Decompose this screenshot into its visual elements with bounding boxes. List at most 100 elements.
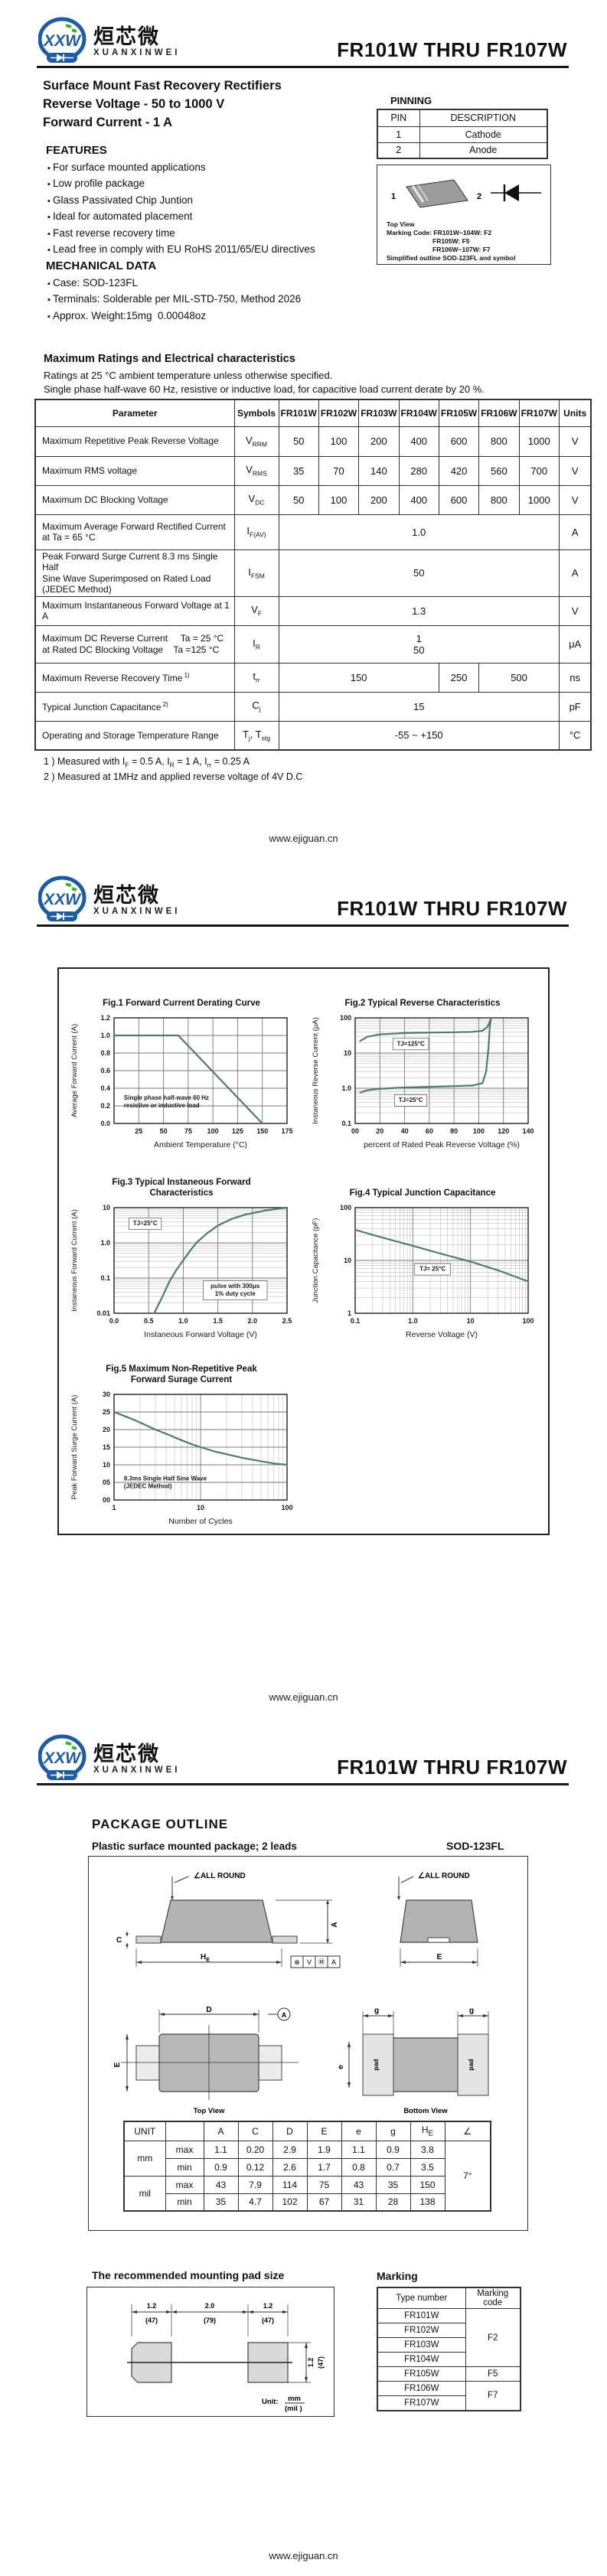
page-title: FR101W THRU FR107W — [337, 1756, 567, 1779]
figure-chart: 00 20 40 60 80 100 120 140 0.1 1.0 10 100 TJ=125°C TJ… — [312, 1014, 534, 1149]
table-cell: F5 — [465, 2366, 521, 2382]
table-header-cell: Type number — [377, 2287, 466, 2309]
mechanical-list: Case: SOD-123FL Terminals: Solderable pe… — [47, 276, 301, 324]
table-header-cell: PIN — [377, 109, 420, 127]
table-row: Operating and Storage Temperature Range T… — [34, 720, 592, 751]
package-symbol-box: 1 2 Top View Marking Code: FR101W~104W: … — [377, 165, 551, 265]
unit-cell: V — [558, 595, 592, 626]
feature-item: Low profile package — [47, 176, 315, 192]
parameter-cell: Maximum DC Reverse Current Ta = 25 °C at … — [34, 624, 235, 664]
table-row: Maximum Reverse Recovery Time 1) trr 150 25… — [34, 662, 592, 693]
mechanical-item: Approx. Weight:15mg 0.00048oz — [47, 308, 301, 324]
brand-logo: XXW 烜芯微 XUANXINWEI — [38, 1734, 180, 1783]
svg-text:XXW: XXW — [43, 891, 82, 908]
svg-text:Instaneous Reverse Current (μA: Instaneous Reverse Current (μA) — [312, 1017, 320, 1124]
value-cell: 560 — [478, 455, 520, 486]
unit-cell: μA — [558, 624, 592, 664]
marking-heading: Marking — [377, 2270, 418, 2282]
table-header-cell: e — [341, 2121, 377, 2141]
tolerance-frame: ⊕ V Ⓜ A — [290, 1955, 341, 1968]
figure-chart: 1 10 100 00 05 10 15 20 25 30 8.3ms Single Half Si… — [70, 1391, 293, 1526]
figure-chart: 25 50 75 100 125 150 175 0.0 0.2 0.4 0.6 0.8 1.0 1.2 S… — [70, 1014, 293, 1149]
svg-text:Unit:: Unit: — [262, 2398, 279, 2406]
value-cell: 100 — [318, 484, 360, 515]
table-header-cell: HE — [410, 2121, 445, 2141]
table-cell: 0.12 — [237, 2157, 273, 2177]
footer-url[interactable]: www.ejiguan.cn — [269, 1691, 338, 1703]
parameter-cell: Peak Forward Surge Current 8.3 ms Single… — [34, 549, 235, 597]
svg-text:1: 1 — [112, 1504, 116, 1511]
svg-text:1.0: 1.0 — [178, 1317, 188, 1325]
svg-text:1.0: 1.0 — [408, 1317, 418, 1325]
value-cell: 1.3 — [278, 595, 560, 626]
svg-text:10: 10 — [344, 1257, 351, 1264]
svg-text:10: 10 — [103, 1204, 110, 1211]
svg-text:∠ALL ROUND: ∠ALL ROUND — [418, 1872, 470, 1880]
value-cell: 800 — [478, 484, 520, 515]
logo-icon: XXW — [38, 1734, 86, 1780]
figure-4-title: Fig.4 Typical Junction Capacitance — [349, 1189, 496, 1198]
svg-text:100: 100 — [473, 1127, 485, 1135]
footer-url[interactable]: www.ejiguan.cn — [269, 833, 338, 844]
table-header-cell: FR105W — [438, 399, 480, 427]
value-cell: 150 — [278, 662, 439, 693]
svg-text:A: A — [282, 2011, 287, 2019]
table-header-cell: FR103W — [358, 399, 400, 427]
unit-cell: A — [558, 514, 592, 550]
package-note-line: Top View — [387, 220, 415, 228]
table-cell: FR105W — [377, 2366, 466, 2382]
figure-chart: 0.1 1.0 10 100 1 10 100 TJ= 25°C Reverse Voltage… — [312, 1204, 534, 1339]
table-cell: 7° — [444, 2140, 491, 2212]
svg-text:1.0: 1.0 — [100, 1239, 110, 1247]
svg-text:TJ=25°C: TJ=25°C — [133, 1220, 158, 1227]
package-note: Top View Marking Code: FR101W~104W: F2 F… — [387, 220, 515, 262]
table-cell: 0.9 — [375, 2140, 411, 2159]
svg-text:⊕: ⊕ — [294, 1958, 300, 1966]
table-cell: 0.7 — [375, 2157, 411, 2177]
svg-text:0.01: 0.01 — [96, 1309, 110, 1317]
unit-cell: V — [558, 426, 592, 457]
svg-text:00: 00 — [103, 1496, 110, 1504]
unit-cell: V — [558, 455, 592, 486]
table-header-cell — [165, 2121, 204, 2141]
value-cell: 100 — [318, 426, 360, 457]
svg-text:1.0: 1.0 — [341, 1084, 351, 1092]
table-header-cell: FR107W — [518, 399, 560, 427]
table-cell: min — [165, 2157, 204, 2177]
note-line: 1 ) Measured with IF = 0.5 A, IR = 1 A, … — [44, 756, 250, 769]
table-row: Typical Junction Capacitance 2) Cj 15 pF — [34, 691, 592, 722]
figure-4: Fig.4 Typical Junction Capacitance 0.1 1.0… — [308, 1176, 537, 1354]
subtitle-line: Forward Current - 1 A — [43, 116, 172, 129]
brand-logo: XXW 烜芯微 XUANXINWEI — [38, 17, 180, 66]
svg-text:20: 20 — [376, 1127, 383, 1135]
table-cell: 1.1 — [203, 2140, 239, 2159]
table-cell: mm — [123, 2140, 166, 2177]
svg-text:Average Forward Current (A): Average Forward Current (A) — [70, 1024, 79, 1117]
svg-text:140: 140 — [522, 1127, 534, 1135]
footer-url[interactable]: www.ejiguan.cn — [269, 2550, 338, 2561]
svg-text:E: E — [113, 2062, 122, 2067]
svg-text:∠ALL ROUND: ∠ALL ROUND — [194, 1872, 246, 1880]
svg-text:Reverse Voltage (V): Reverse Voltage (V) — [406, 1330, 478, 1339]
svg-text:Single phase half-wave 60 Hz: Single phase half-wave 60 Hz — [124, 1094, 209, 1101]
table-cell: 67 — [306, 2193, 342, 2212]
symbol-cell: IR — [233, 624, 279, 664]
table-header-cell: Symbols — [233, 399, 279, 427]
value-cell: 400 — [398, 484, 439, 515]
parameter-cell: Maximum Instantaneous Forward Voltage at… — [34, 595, 235, 626]
svg-text:2: 2 — [477, 192, 481, 201]
symbol-cell: Tj, Tstg — [233, 720, 279, 751]
value-cell: 200 — [358, 484, 400, 515]
table-header-cell: DESCRIPTION — [419, 109, 548, 127]
svg-text:Top View: Top View — [194, 2107, 225, 2115]
svg-text:HE: HE — [201, 1953, 210, 1963]
value-cell: 600 — [438, 484, 480, 515]
mechanical-heading: MECHANICAL DATA — [46, 259, 157, 272]
table-row: Maximum Average Forward Rectified Curren… — [34, 514, 592, 550]
data-table: PIN DESCRIPTION 1 Cathode 2 Anode — [377, 109, 548, 159]
svg-text:2.0: 2.0 — [248, 1317, 258, 1325]
parameter-cell: Maximum Average Forward Rectified Curren… — [34, 514, 235, 550]
figure-5-title: Fig.5 Maximum Non-Repetitive Peak Forward… — [106, 1365, 257, 1384]
mounting-pad-box: 1.2 (47) 2.0 (79) 1.2 (47) 1.2 (47) Unit… — [86, 2287, 335, 2417]
